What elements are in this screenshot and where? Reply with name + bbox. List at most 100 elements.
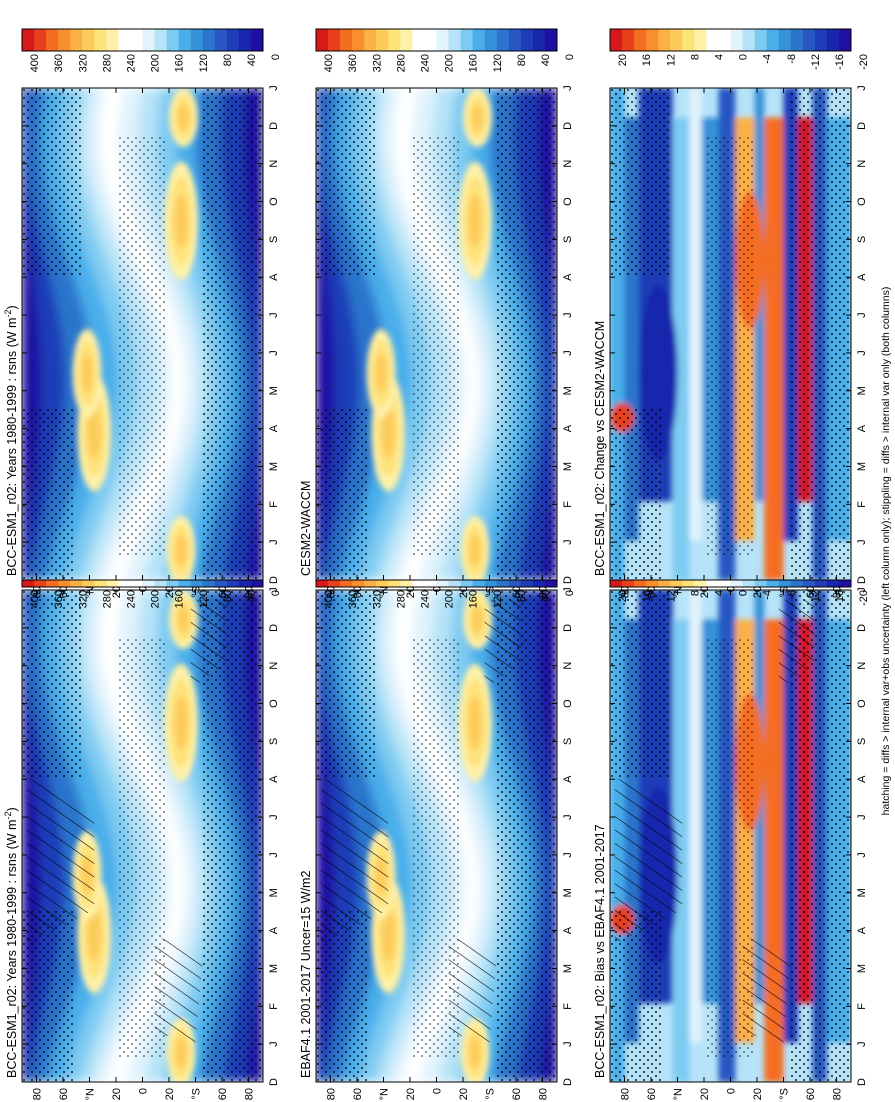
month-tick-label: F (268, 501, 280, 508)
colorbar-label: 240 (419, 54, 431, 72)
colorbar-swatch (400, 29, 413, 51)
colorbar-label: 400 (323, 590, 335, 608)
colorbar-swatch (22, 29, 35, 51)
latitude-tick-label: 60 (217, 586, 229, 598)
colorbar: 20 16 12 8 4 0 -4 -8 -12 -16 -20 (609, 28, 870, 70)
panel-title: BCC-ESM1_r02: Years 1980-1999 : rsns (W … (3, 807, 19, 1078)
panel-title: BCC-ESM1_r02: Years 1980-1999 : rsns (W … (3, 305, 19, 576)
latitude-tick-label: 80 (325, 586, 337, 598)
colorbar-swatch (814, 29, 828, 51)
colorbar-swatch (424, 29, 437, 51)
month-tick-label: O (562, 197, 574, 206)
colorbar-label: 240 (125, 54, 137, 72)
latitude-tick-label: °S (485, 586, 497, 598)
month-tick-label: M (268, 888, 280, 897)
colorbar-label: 20 (617, 590, 629, 602)
month-tick-label: D (268, 122, 280, 130)
colorbar-label: 320 (371, 54, 383, 72)
month-tick-label: M (268, 964, 280, 973)
latitude-tick-label: 60 (805, 1088, 817, 1100)
colorbar-label: 240 (125, 590, 137, 608)
month-tick-label: A (562, 273, 574, 281)
colorbar-label: 8 (689, 590, 701, 596)
latitude-tick-label: °S (779, 1088, 791, 1100)
latitude-tick-label: 60 (352, 1088, 364, 1100)
colorbar-label: 4 (713, 590, 725, 596)
colorbar: 400 360 320 280 240 200 160 120 80 40 0 (21, 28, 282, 72)
latitude-tick-label: °S (191, 586, 203, 598)
latitude-tick-label: 20 (458, 1088, 470, 1100)
colorbar-swatch (94, 29, 107, 51)
colorbar-label: 160 (174, 590, 186, 608)
colorbar-label: 4 (713, 54, 725, 60)
month-tick-label: A (268, 926, 280, 934)
month-tick-label: M (856, 386, 868, 395)
colorbar-label: 200 (150, 54, 162, 72)
month-tick-label: D (562, 122, 574, 130)
colorbar-label: 120 (492, 590, 504, 608)
latitude-tick-label: 0 (138, 586, 150, 592)
latitude-tick-label: 20 (699, 586, 711, 598)
month-tick-label: F (856, 1003, 868, 1010)
latitude-tick-label: 20 (164, 1088, 176, 1100)
latitude-tick-label: 60 (646, 1088, 658, 1100)
month-tick-label: A (268, 775, 280, 783)
latitude-tick-label: 0 (432, 1088, 444, 1094)
colorbar-label: 0 (270, 54, 282, 60)
colorbar-label: -4 (762, 54, 774, 64)
panel-title: CESM2-WACCM (299, 481, 313, 576)
month-tick-label: N (856, 662, 868, 670)
latitude-tick-label: °N (378, 1088, 390, 1100)
colorbar-label: 0 (738, 590, 750, 596)
colorbar-label: -16 (834, 54, 846, 70)
colorbar-swatch (826, 29, 840, 51)
month-tick-label: O (856, 699, 868, 708)
latitude-tick-label: 80 (832, 586, 844, 598)
colorbar-label: 200 (150, 590, 162, 608)
month-tick-label: M (562, 386, 574, 395)
month-tick-label: J (856, 852, 868, 858)
month-tick-label: S (268, 236, 280, 243)
month-tick-label: M (268, 462, 280, 471)
month-tick-label: M (562, 964, 574, 973)
colorbar-swatch (694, 29, 707, 51)
month-tick-label: M (856, 888, 868, 897)
latitude-tick-label: 60 (511, 1088, 523, 1100)
colorbar-swatch (706, 29, 719, 51)
colorbar-swatch (34, 29, 47, 51)
colorbar-swatch (46, 29, 59, 51)
colorbar-label: 160 (468, 54, 480, 72)
latitude-tick-label: 80 (538, 1088, 550, 1100)
colorbar-swatch (610, 29, 623, 51)
colorbar-swatch (412, 29, 425, 51)
colorbar-label: 0 (564, 54, 576, 60)
colorbar-swatch (376, 29, 389, 51)
month-tick-label: N (856, 160, 868, 168)
latitude-tick-label: 0 (432, 586, 444, 592)
colorbar-label: -20 (858, 590, 870, 606)
colorbar-swatch (340, 29, 353, 51)
latitude-tick-label: 60 (352, 586, 364, 598)
colorbar-label: 120 (198, 590, 210, 608)
month-tick-label: F (268, 1003, 280, 1010)
month-tick-label: D (856, 122, 868, 130)
month-tick-label: A (268, 424, 280, 432)
month-tick-label: D (856, 624, 868, 632)
colorbar-swatch (364, 29, 377, 51)
month-tick-label: S (856, 236, 868, 243)
latitude-tick-label: 20 (405, 1088, 417, 1100)
month-tick-label: J (856, 312, 868, 318)
colorbar-label: 80 (516, 590, 528, 602)
month-tick-label: J (856, 539, 868, 545)
month-tick-label: M (856, 964, 868, 973)
latitude-tick-label: 20 (752, 1088, 764, 1100)
month-tick-label: J (562, 1041, 574, 1047)
colorbar-swatch (448, 29, 462, 51)
latitude-tick-label: 20 (458, 586, 470, 598)
latitude-tick-label: 20 (111, 1088, 123, 1100)
month-tick-label: J (856, 587, 868, 593)
month-tick-label: M (562, 462, 574, 471)
colorbar-label: 360 (347, 54, 359, 72)
panel-title: BCC-ESM1_r02: Bias vs EBAF4.1 2001-2017 (593, 824, 607, 1078)
